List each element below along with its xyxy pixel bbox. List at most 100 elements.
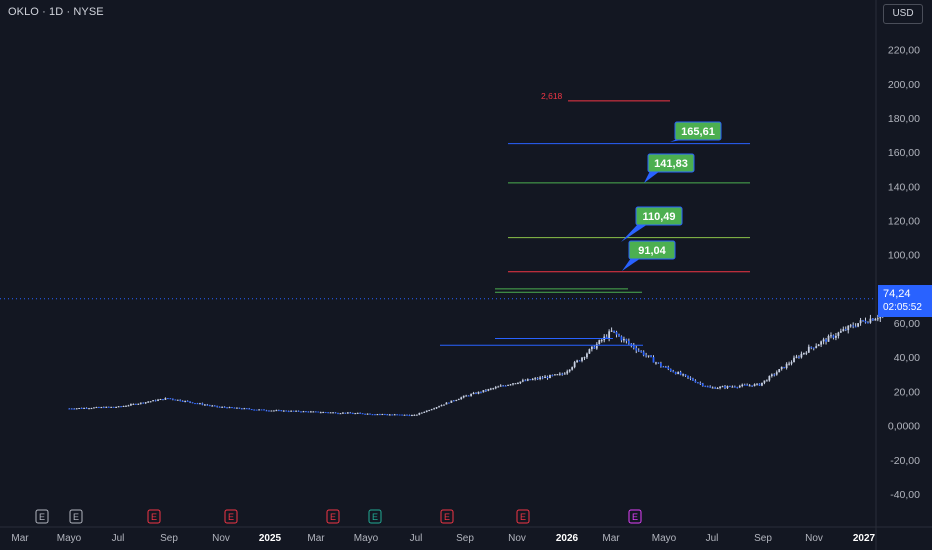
candle-body — [137, 403, 140, 405]
candle-body — [593, 346, 596, 349]
callout-pointer — [644, 171, 660, 183]
candle-body — [847, 325, 850, 331]
candle-body — [194, 403, 196, 405]
candle-body — [635, 347, 638, 351]
candle-body — [512, 383, 514, 385]
candle-body — [632, 344, 635, 348]
candle-body — [309, 411, 312, 413]
candle-body — [191, 402, 194, 404]
candle-body — [876, 318, 879, 320]
earnings-marker[interactable]: E — [224, 509, 238, 524]
y-tick-label: -20,00 — [890, 455, 920, 467]
candle-body — [785, 363, 788, 369]
candle-body — [830, 335, 832, 337]
earnings-marker[interactable]: E — [628, 509, 642, 524]
currency-button[interactable]: USD — [883, 4, 923, 24]
candle-body — [125, 405, 127, 407]
candle-body — [615, 331, 618, 335]
candle-body — [517, 383, 519, 385]
candle-body — [70, 408, 73, 410]
candle-body — [738, 386, 741, 388]
callout-box — [635, 206, 683, 226]
candle-body — [174, 399, 177, 401]
candle-body — [573, 362, 576, 368]
candle-body — [857, 323, 859, 327]
candle-body — [655, 362, 657, 364]
candle-body — [152, 400, 155, 402]
candle-body — [179, 399, 182, 401]
earnings-marker[interactable]: E — [69, 509, 83, 524]
y-tick-label: 20,00 — [894, 386, 920, 398]
candle-body — [443, 404, 445, 406]
candle-body — [233, 407, 236, 409]
price-callout[interactable]: 165,61 — [670, 121, 722, 142]
candle-body — [647, 355, 650, 357]
price-callout[interactable]: 91,04 — [622, 240, 676, 271]
candle-body — [223, 406, 226, 408]
candle-body — [238, 407, 241, 409]
earnings-marker[interactable]: E — [368, 509, 382, 524]
candle-body — [820, 341, 823, 345]
earnings-marker[interactable]: E — [516, 509, 530, 524]
candle-body — [378, 414, 381, 416]
candle-body — [729, 386, 731, 388]
candle-body — [334, 412, 337, 414]
candle-body — [253, 409, 256, 411]
x-tick-label: Nov — [508, 533, 526, 544]
candle-body — [144, 402, 147, 404]
x-tick-label: 2027 — [853, 533, 876, 544]
candle-body — [75, 408, 78, 410]
candle-body — [795, 356, 798, 358]
candle-body — [608, 331, 611, 339]
candle-body — [807, 346, 810, 353]
candle-body — [120, 406, 122, 408]
earnings-letter: E — [151, 512, 157, 522]
candle-body — [652, 357, 655, 363]
candle-body — [536, 378, 539, 380]
earnings-letter: E — [632, 512, 638, 522]
candle-body — [317, 411, 320, 413]
candle-body — [849, 325, 852, 327]
x-tick-label: Jul — [410, 533, 423, 544]
candle-body — [428, 410, 431, 412]
candle-body — [73, 408, 76, 410]
candle-body — [660, 363, 662, 367]
candle-body — [406, 414, 408, 416]
price-callout[interactable]: 141,83 — [644, 153, 695, 183]
price-callout[interactable]: 110,49 — [621, 206, 683, 242]
candle-body — [401, 414, 403, 416]
candle-body — [460, 397, 463, 400]
candle-body — [388, 414, 391, 416]
candle-body — [854, 326, 857, 328]
candle-body — [157, 399, 159, 401]
candle-body — [765, 380, 768, 382]
symbol-title[interactable]: OKLO · 1D · NYSE — [8, 6, 104, 18]
candle-body — [142, 402, 145, 404]
candle-body — [312, 411, 315, 413]
candle-body — [448, 402, 450, 404]
candle-body — [245, 408, 248, 410]
earnings-marker[interactable]: E — [147, 509, 161, 524]
earnings-marker[interactable]: E — [440, 509, 454, 524]
earnings-letter: E — [330, 512, 336, 522]
candle-body — [810, 346, 813, 348]
callout-label: 141,83 — [654, 158, 688, 170]
candle-body — [746, 384, 749, 386]
candle-body — [780, 366, 783, 370]
candle-body — [371, 414, 374, 416]
candle-body — [430, 409, 433, 411]
candle-body — [664, 366, 667, 368]
candle-body — [480, 391, 482, 393]
earnings-marker[interactable]: E — [35, 509, 49, 524]
candle-body — [93, 407, 95, 409]
earnings-marker[interactable]: E — [326, 509, 340, 524]
candle-body — [504, 385, 507, 387]
callout-box — [647, 153, 695, 173]
candle-body — [677, 372, 680, 374]
x-tick-label: Sep — [754, 533, 772, 544]
candle-body — [132, 403, 135, 405]
candle-body — [354, 413, 357, 415]
candle-body — [556, 374, 559, 376]
candle-body — [280, 410, 283, 412]
